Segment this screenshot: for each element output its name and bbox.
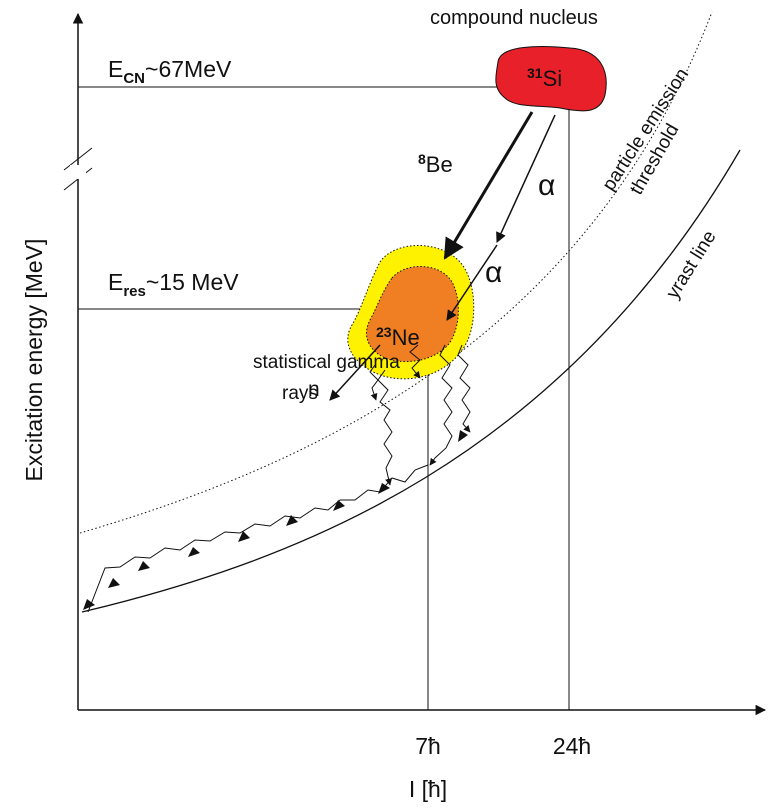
gamma-ray (409, 344, 421, 379)
value: ~67MeV (145, 56, 232, 82)
be-label: 8Be (418, 151, 453, 177)
x-tick-label: 7ħ (415, 733, 441, 759)
be-arrow (443, 111, 534, 260)
ecn-label: ECN~67MeV (108, 56, 232, 87)
cascade-arrows (83, 430, 468, 610)
axis-break (63, 147, 93, 171)
subscript: CN (123, 70, 145, 87)
gamma-label: rays (282, 383, 318, 404)
eres-label: Eres~15 MeV (108, 269, 239, 300)
compound-nucleus-label: compound nucleus (430, 7, 598, 29)
ne-inner-blob (366, 265, 459, 363)
ne-label: 23Ne (376, 324, 420, 350)
mass: 31 (527, 65, 543, 81)
symbol: Be (426, 152, 453, 177)
yrast-curve (81, 149, 741, 613)
mass: 8 (418, 151, 426, 167)
y-axis-label: Excitation energy [MeV] (21, 239, 47, 482)
neutron-arrow (329, 344, 381, 401)
symbol: Si (543, 66, 563, 91)
subscript: res (123, 283, 146, 300)
symbol: E (108, 269, 123, 295)
gamma-ray (377, 369, 393, 486)
yrast-cascade (87, 464, 429, 613)
gamma-ray (429, 344, 453, 466)
si-blob (495, 45, 607, 112)
x-tick-label: 24ħ (553, 733, 591, 759)
yrast-label: yrast line (662, 227, 720, 303)
value: ~15 MeV (146, 269, 239, 295)
alpha-arrow (496, 114, 556, 243)
x-axis-label: I [ħ] (409, 776, 447, 802)
mass: 23 (376, 324, 392, 340)
neutron-label: n (308, 378, 320, 401)
symbol: Ne (392, 325, 420, 350)
alpha-label: α (485, 256, 502, 289)
alpha-arrow (446, 244, 498, 321)
si-label: 31Si (527, 65, 562, 91)
alpha-label: α (538, 169, 555, 202)
gamma-label: statistical gamma (253, 352, 400, 373)
gamma-ray (457, 344, 471, 433)
symbol: E (108, 56, 123, 82)
